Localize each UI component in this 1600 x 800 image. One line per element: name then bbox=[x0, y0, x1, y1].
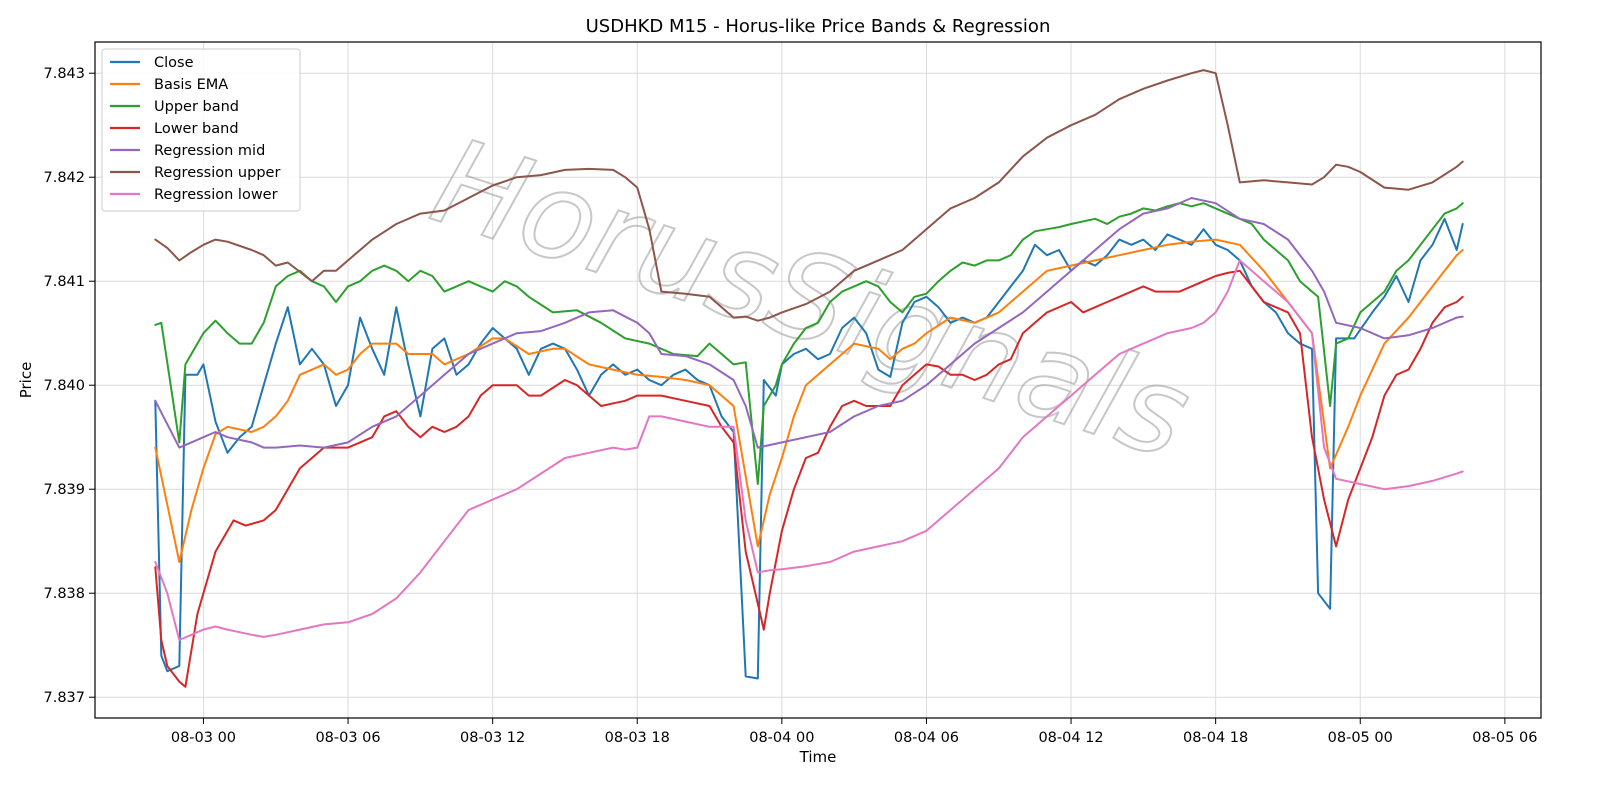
legend-label-regression-upper: Regression upper bbox=[154, 165, 280, 181]
x-tick-label: 08-04 18 bbox=[1183, 730, 1248, 746]
x-tick-label: 08-03 06 bbox=[315, 730, 380, 746]
legend-label-regression-lower: Regression lower bbox=[154, 187, 278, 203]
series-line-regression-lower bbox=[154, 259, 1464, 641]
series-line-close bbox=[154, 217, 1464, 680]
x-tick-label: 08-04 12 bbox=[1038, 730, 1103, 746]
series-line-regression-upper bbox=[154, 69, 1464, 322]
x-tick-label: 08-05 06 bbox=[1472, 730, 1537, 746]
y-axis-label: Price bbox=[17, 362, 35, 399]
x-tick-label: 08-05 00 bbox=[1328, 730, 1393, 746]
y-tick-label: 7.842 bbox=[43, 170, 85, 186]
legend-label-lower-band: Lower band bbox=[154, 121, 239, 137]
x-tick-label: 08-03 18 bbox=[605, 730, 670, 746]
plot-frame bbox=[94, 41, 1542, 719]
grid bbox=[95, 42, 1541, 718]
y-axis: 7.837 7.838 7.839 7.840 7.841 7.842 7.843 bbox=[43, 66, 95, 706]
x-tick-label: 08-03 12 bbox=[460, 730, 525, 746]
x-axis: 08-03 00 08-03 06 08-03 12 08-03 18 08-04 00… bbox=[171, 718, 1537, 746]
legend-box bbox=[101, 48, 301, 212]
y-tick-label: 7.838 bbox=[43, 586, 85, 602]
x-tick-label: 08-03 00 bbox=[171, 730, 236, 746]
y-tick-label: 7.840 bbox=[43, 378, 85, 394]
series-line-basis-ema bbox=[154, 238, 1464, 563]
legend-label-close: Close bbox=[154, 55, 194, 71]
legend-label-regression-mid: Regression mid bbox=[154, 143, 265, 159]
series-layer bbox=[154, 69, 1464, 688]
x-tick-label: 08-04 06 bbox=[894, 730, 959, 746]
x-axis-label: Time bbox=[799, 748, 837, 766]
legend-label-basis-ema: Basis EMA bbox=[154, 77, 228, 93]
x-tick-label: 08-04 00 bbox=[749, 730, 814, 746]
series-line-lower-band bbox=[154, 269, 1464, 688]
y-tick-label: 7.837 bbox=[43, 690, 85, 706]
y-tick-label: 7.841 bbox=[43, 274, 85, 290]
y-tick-label: 7.843 bbox=[43, 66, 85, 82]
chart-title: USDHKD M15 - Horus-like Price Bands & Re… bbox=[586, 16, 1051, 37]
legend-label-upper-band: Upper band bbox=[154, 99, 239, 115]
series-line-regression-mid bbox=[154, 197, 1464, 449]
legend: Close Basis EMA Upper band Lower band Regres… bbox=[101, 48, 301, 212]
y-tick-label: 7.839 bbox=[43, 482, 85, 498]
